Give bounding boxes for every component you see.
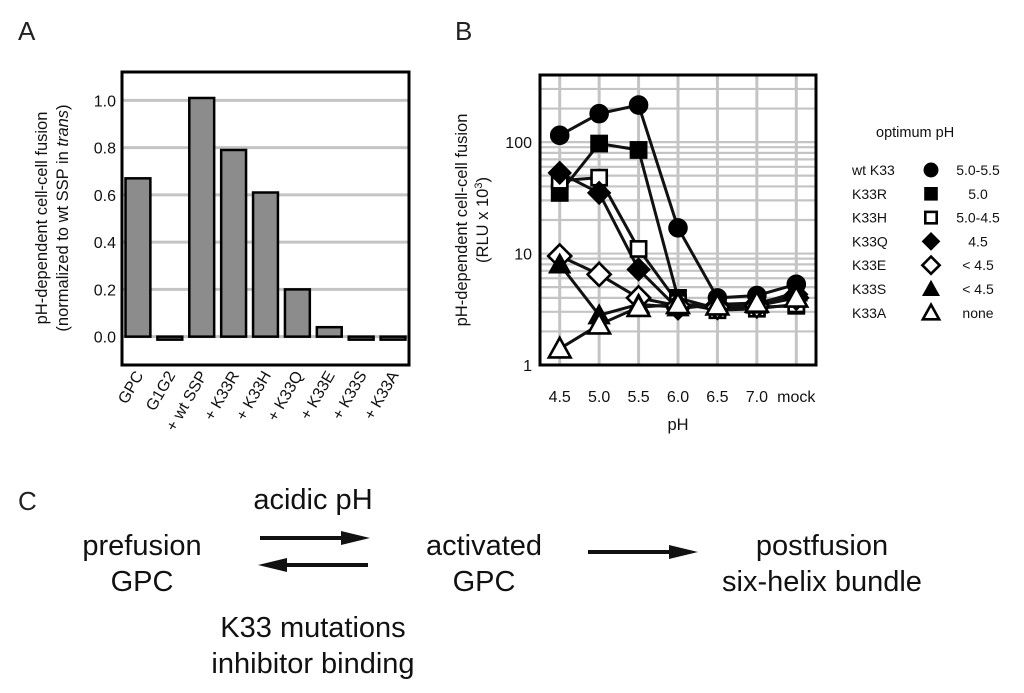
panel-letter-a: A xyxy=(18,16,36,46)
legend-marker xyxy=(923,210,938,225)
x-tick-label: 4.5 xyxy=(549,389,571,406)
legend-entry-optimum: < 4.5 xyxy=(962,257,994,273)
y-tick-label: 0.8 xyxy=(94,141,116,158)
y-tick-label: 0.6 xyxy=(94,188,116,205)
plot-frame xyxy=(538,73,818,367)
legend-marker xyxy=(924,187,938,201)
six-helix-bundle-label: six-helix bundle xyxy=(722,566,922,598)
plot-frame xyxy=(120,70,411,367)
legend: optimum pH wt K33 5.0-5.5 K33R 5.0 K33H 5.0-4… xyxy=(851,125,1000,321)
x-tick-label: 7.0 xyxy=(746,389,768,406)
data-point xyxy=(585,261,613,288)
data-point xyxy=(625,293,652,318)
legend-entry-optimum: none xyxy=(962,305,993,321)
legend-title: optimum pH xyxy=(876,125,954,141)
data-point xyxy=(546,335,573,359)
x-tick-label: 6.5 xyxy=(706,389,728,406)
legend-entry-name: K33S xyxy=(852,281,886,297)
data-point xyxy=(626,257,651,282)
data-point xyxy=(586,311,613,335)
legend-entry-name: K33R xyxy=(852,186,887,202)
y-tick-labels: 0.0 0.2 0.4 0.6 0.8 1.0 xyxy=(94,93,116,346)
postfusion-arrow xyxy=(588,545,698,559)
data-point xyxy=(629,141,648,159)
data-point xyxy=(549,125,570,146)
bar xyxy=(219,148,248,338)
y-axis-title-line1: pH-dependent cell-cell fusion xyxy=(453,114,471,327)
data-point xyxy=(668,218,688,238)
activated-gpc-label: GPC xyxy=(453,566,516,598)
bar xyxy=(251,191,280,338)
legend-entry-optimum: 5.0-4.5 xyxy=(956,210,1000,226)
y-tick-label: 0.0 xyxy=(94,330,116,347)
data-point xyxy=(783,284,810,308)
forward-condition-label: acidic pH xyxy=(253,484,372,516)
legend-entry-optimum: 5.0 xyxy=(968,186,988,202)
y-tick-label: 1 xyxy=(523,358,532,375)
bar xyxy=(156,335,184,341)
reverse-arrow xyxy=(258,558,368,572)
x-tick-label: 6.0 xyxy=(667,389,689,406)
data-point xyxy=(629,240,648,258)
y-tick-label: 100 xyxy=(505,135,532,152)
legend-entry-name: wt K33 xyxy=(851,162,895,178)
y-axis-title-line2: (RLU x 103) xyxy=(473,177,492,263)
y-tick-label: 0.2 xyxy=(94,282,116,299)
y-tick-labels: 1 10 100 xyxy=(505,135,532,375)
data-point xyxy=(547,160,572,186)
legend-marker xyxy=(921,232,941,251)
y-axis-title-line2: (normalized to wt SSP in trans) xyxy=(54,104,72,331)
data-point xyxy=(590,134,609,153)
bar xyxy=(188,96,216,338)
data-point xyxy=(664,290,692,315)
bar xyxy=(379,335,407,341)
data-point xyxy=(743,289,770,314)
legend-marker xyxy=(921,279,941,297)
legend-entry-name: K33H xyxy=(852,210,887,226)
data-point xyxy=(628,95,649,115)
bar xyxy=(347,335,375,341)
legend-marker xyxy=(920,301,942,321)
y-tick-label: 0.4 xyxy=(94,235,116,252)
legend-marker xyxy=(923,162,939,178)
reverse-condition-label-1: K33 mutations xyxy=(220,612,405,644)
legend-entry-name: K33Q xyxy=(852,233,888,249)
reverse-condition-label-2: inhibitor binding xyxy=(211,648,414,680)
legend-entry-optimum: 5.0-5.5 xyxy=(956,162,1000,178)
x-tick-label: 5.0 xyxy=(588,389,610,406)
panel-letter-b: B xyxy=(455,16,472,46)
legend-entry-name: K33E xyxy=(852,257,886,273)
data-point xyxy=(586,180,612,206)
schematic-c: prefusion GPC acidic pH activated GPC po… xyxy=(82,484,922,680)
postfusion-label: postfusion xyxy=(756,530,888,562)
legend-marker xyxy=(920,254,942,276)
x-tick-label: GPC xyxy=(115,369,147,408)
data-point xyxy=(704,292,731,316)
forward-arrow xyxy=(260,531,370,545)
x-axis-title: pH xyxy=(667,416,688,434)
activated-label: activated xyxy=(426,530,542,562)
prefusion-label: prefusion xyxy=(82,530,201,562)
prefusion-gpc-label: GPC xyxy=(111,566,174,598)
y-tick-label: 1.0 xyxy=(94,93,116,110)
bar xyxy=(124,177,152,338)
x-tick-labels: 4.5 5.0 5.5 6.0 6.5 7.0 mock xyxy=(549,389,817,406)
bars xyxy=(124,96,407,341)
data-point xyxy=(547,252,572,274)
line-chart-b: 1 10 100 4.5 5.0 5.5 6.0 6.5 7.0 mock pH pH-depe… xyxy=(453,73,1000,434)
y-tick-label: 10 xyxy=(514,247,532,264)
data-point xyxy=(589,103,609,124)
legend-entry-name: K33A xyxy=(852,305,887,321)
y-axis-title-line1: pH-dependent cell-cell fusion xyxy=(33,112,51,325)
x-tick-label: mock xyxy=(777,389,816,406)
panel-letter-c: C xyxy=(18,486,37,516)
x-tick-label: 5.5 xyxy=(627,389,649,406)
legend-entry-optimum: 4.5 xyxy=(968,233,988,249)
bar xyxy=(283,288,312,338)
bar xyxy=(315,325,343,338)
legend-entry-optimum: < 4.5 xyxy=(962,281,994,297)
series-lines xyxy=(546,95,810,359)
